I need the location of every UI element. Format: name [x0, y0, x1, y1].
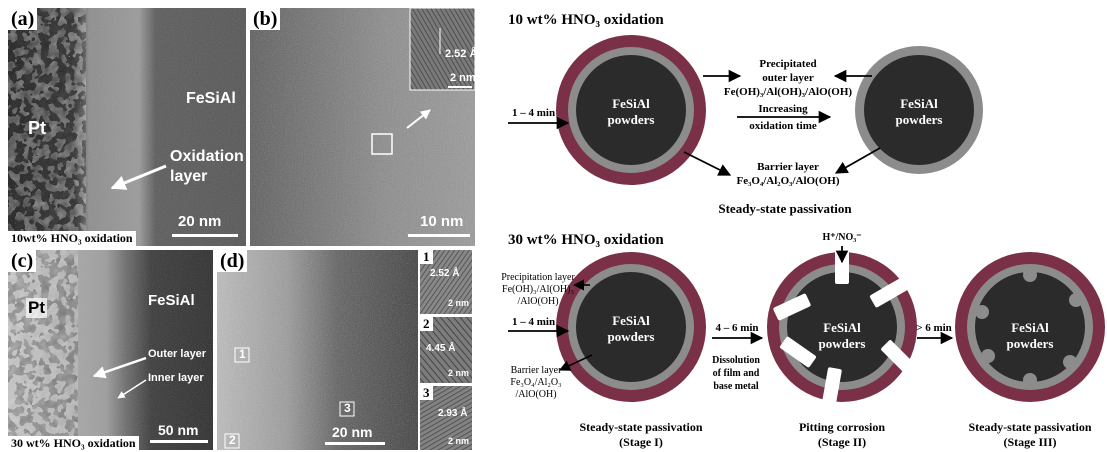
inset-3-scale: 2 nm [448, 436, 470, 446]
pt-label: Pt [28, 118, 46, 138]
inset-1-number: 1 [420, 250, 433, 264]
caption-a: 10wt% HNO₃ oxidation [8, 231, 136, 246]
inset-1-spacing: 2.52 Å [430, 268, 460, 279]
outer-layer-label: Outer layer [148, 348, 207, 360]
particle-stage-1 [556, 252, 706, 402]
tem-image-b [250, 8, 475, 246]
particle-stage-3 [955, 252, 1105, 402]
stage3-core-1: FeSiAl [1011, 320, 1049, 335]
caption-c: 30 wt% HNO₃ oxidation [8, 436, 139, 450]
arrow-from-right-barrier [834, 147, 881, 174]
stage2-caption: Pitting corrosion [798, 420, 886, 434]
precip-layer-formula: Fe(OH)₃/Al(OH)₃ [502, 284, 574, 295]
inset-2-number: 2 [420, 317, 433, 331]
barrier-bottom-title: Barrier layer [510, 365, 562, 376]
inset-3-spacing: 2.93 Å [438, 408, 468, 419]
outer-layer-formula: Fe(OH)₃/Al(OH)₃/AlO(OH) [723, 86, 853, 98]
stage1-caption-2: (Stage I) [619, 435, 663, 449]
scale-bar-a [172, 234, 238, 237]
tem-image-a [8, 8, 246, 246]
inset-3-number: 3 [420, 386, 433, 400]
region-2-label: 2 [229, 433, 236, 447]
dissolution-label-3: base metal [713, 381, 759, 392]
inset-2-scale: 2 nm [448, 368, 470, 378]
precip-layer-title: Precipitation layer [501, 272, 575, 283]
inset-2-spacing: 4.45 Å [426, 343, 456, 354]
inset-scale-bar-b [448, 86, 472, 88]
tem-image-d [217, 250, 418, 450]
particle-top-right [855, 46, 983, 174]
stage2-core-1: FeSiAl [823, 320, 861, 335]
oxidation-label-2: layer [170, 168, 208, 185]
scale-label-b: 10 nm [420, 213, 464, 230]
top-left-core-1: FeSiAl [612, 96, 650, 111]
stage1-caption: Steady-state passivation [579, 420, 703, 434]
layer-arrows [92, 356, 147, 399]
arrow-to-barrier-bottom [558, 354, 593, 371]
stage2-core-2: powders [818, 336, 866, 351]
time-3-label: > 6 min [916, 322, 952, 334]
stage3-caption: Steady-state passivation [968, 420, 1092, 434]
material-label-c: FeSiAl [148, 292, 195, 309]
time-2-label: 4 – 6 min [715, 322, 759, 334]
tem-panel-a: (a) Pt FeSiAl Oxidation layer 20 nm 10wt… [8, 8, 246, 246]
region-3-label: 3 [344, 401, 351, 415]
barrier-layer-formula: Fe₃O₄/Al₂O₃/AlO(OH) [736, 175, 840, 187]
scale-bar-d [325, 442, 385, 445]
ions-label: H⁺/NO₃⁻ [822, 232, 862, 243]
hrtem-inset-3: 3 2.93 Å 2 nm [420, 386, 472, 450]
particle-stage-2 [767, 250, 917, 405]
stage1-core-1: FeSiAl [612, 313, 650, 328]
barrier-bottom-formula: Fe₃O₄/Al₂O₃ [510, 377, 562, 388]
scale-bar-b [408, 234, 470, 237]
oxidation-arrow [110, 164, 167, 190]
scale-label-c: 50 nm [158, 422, 199, 438]
top-right-core-1: FeSiAl [900, 96, 938, 111]
stage3-core-2: powders [1006, 336, 1054, 351]
dissolution-label-2: of film and [712, 368, 760, 379]
top-right-core-2: powders [895, 112, 943, 127]
inset-spacing-b: 2.52 Å [445, 48, 475, 60]
top-caption: Steady-state passivation [718, 201, 852, 216]
inner-layer-label: Inner layer [148, 372, 204, 384]
increasing-label-1: Increasing [758, 103, 808, 115]
inset-1-scale: 2 nm [448, 298, 470, 308]
time-1-label: 1 – 4 min [512, 316, 556, 328]
increasing-label-2: oxidation time [749, 120, 817, 132]
pt-label-c: Pt [26, 298, 47, 318]
dissolution-label-1: Dissolution [712, 355, 760, 366]
barrier-layer-title: Barrier layer [757, 161, 819, 173]
arrow-to-barrier [683, 151, 732, 176]
region-1-label: 1 [239, 347, 246, 361]
oxidation-label-1: Oxidation [170, 148, 244, 165]
outer-layer-title: Precipitated [759, 58, 817, 70]
scale-label-d: 20 nm [332, 424, 373, 440]
stage3-caption-2: (Stage III) [1003, 435, 1057, 449]
inset-scale-b: 2 nm [450, 72, 475, 84]
precip-layer-formula-2: /AlO(OH) [517, 296, 559, 307]
panel-label-a: (a) [8, 8, 38, 30]
stage1-core-2: powders [607, 329, 655, 344]
panel-label-c: (c) [8, 250, 37, 272]
hrtem-inset-1: 1 2.52 Å 2 nm [420, 250, 472, 314]
scale-label-a: 20 nm [178, 213, 222, 230]
top-left-core-2: powders [607, 112, 655, 127]
material-label: FeSiAl [186, 90, 236, 107]
hrtem-inset-2: 2 4.45 Å 2 nm [420, 317, 472, 383]
outer-layer-subtitle: outer layer [762, 72, 814, 84]
panel-label-b: (b) [250, 8, 281, 30]
stage2-caption-2: (Stage II) [817, 435, 867, 449]
particle-top-left [556, 35, 706, 185]
tem-panel-b: (b) 2.52 Å 2 nm 10 nm [250, 8, 475, 246]
tem-image-c [8, 250, 213, 450]
diagram-top-title: 10 wt% HNO₃ oxidation [508, 12, 664, 28]
scale-bar-c [150, 440, 208, 443]
panel-label-d: (d) [217, 250, 248, 272]
tem-panel-d: (d) 1 2 3 20 nm [217, 250, 418, 450]
diagram-bottom-title: 30 wt% HNO₃ oxidation [508, 232, 664, 248]
top-time-label: 1 – 4 min [512, 107, 556, 119]
tem-panel-c: (c) Pt FeSiAl Outer layer Inner layer 50… [8, 250, 213, 450]
barrier-bottom-formula-2: /AlO(OH) [515, 389, 557, 400]
